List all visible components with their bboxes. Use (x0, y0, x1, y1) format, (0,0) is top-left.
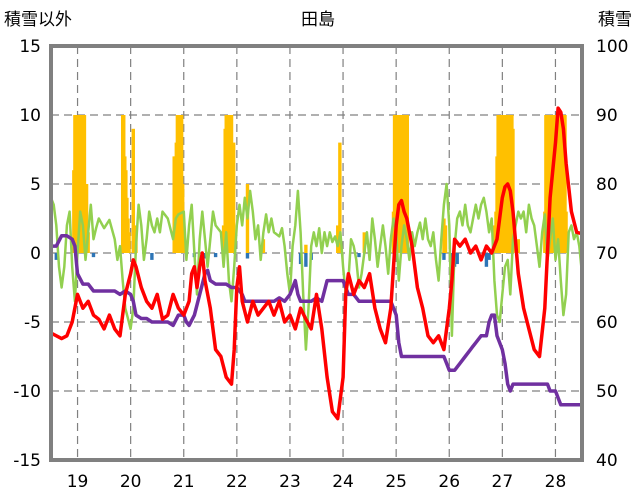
precip_bar-bar-45 (304, 244, 308, 253)
sunshine_bar-bar-16 (487, 253, 491, 260)
x-tick-24: 24 (332, 472, 354, 492)
precip_bar-bar-21 (131, 128, 136, 253)
right-tick-80: 80 (596, 175, 618, 195)
precip_bar-bar-20 (127, 232, 131, 253)
precip_bar-bar-31 (180, 184, 185, 253)
right-tick-40: 40 (596, 451, 618, 471)
x-tick-22: 22 (226, 472, 248, 492)
right-tick-50: 50 (596, 382, 618, 402)
left-tick-10: 10 (19, 106, 41, 126)
precip_bar-bar-64 (443, 225, 448, 253)
right-tick-labels: 100 90 80 70 60 50 40 (596, 37, 628, 471)
right-tick-70: 70 (596, 244, 618, 264)
x-tick-23: 23 (279, 472, 301, 492)
left-tick-0: 0 (30, 244, 41, 264)
precip_bar-bar-44 (261, 239, 266, 253)
precip_bar-bar-47 (338, 142, 342, 253)
x-tick-21: 21 (173, 472, 195, 492)
sunshine_bar-bar-8 (304, 253, 308, 267)
left-tick-5: 5 (30, 175, 41, 195)
x-tick-19: 19 (67, 472, 89, 492)
precip_bar-bar-82 (511, 128, 515, 253)
plot-frame (49, 44, 584, 462)
sunshine_bar-bar-5 (213, 253, 218, 258)
left-tick-labels: 15 10 5 0 -5 -10 -15 (13, 37, 41, 471)
sunshine_bar-bar-11 (442, 253, 446, 260)
sunshine_bar-bar-10 (357, 253, 361, 258)
x-tick-20: 20 (120, 472, 142, 492)
right-tick-100: 100 (596, 37, 628, 57)
snow_depth-line (51, 234, 582, 407)
x-tick-25: 25 (385, 472, 407, 492)
right-tick-60: 60 (596, 313, 618, 333)
right-tick-90: 90 (596, 106, 618, 126)
precip_bar-bar-42 (231, 142, 236, 253)
y-axis-right-title: 積雪 (598, 10, 632, 30)
precip_bar-bar-12 (84, 184, 89, 253)
temperature-line (50, 106, 583, 421)
left-tick--10: -10 (13, 382, 41, 402)
x-tick-labels: 19 20 21 22 23 24 25 26 27 28 (67, 472, 567, 492)
humidity_like-line (49, 182, 584, 351)
left-tick--15: -15 (13, 451, 41, 471)
precip_bar-bar-62 (405, 115, 410, 253)
sunshine_bar-bar-1 (91, 253, 96, 258)
line-layer (49, 106, 584, 421)
precip_bar-bar-103 (563, 115, 567, 253)
chart-title: 田島 (301, 10, 335, 30)
x-tick-27: 27 (492, 472, 514, 492)
y-axis-left-title: 積雪以外 (4, 10, 72, 30)
precip_bar-bar-48 (362, 232, 366, 253)
precip_bar-bar-83 (516, 239, 520, 253)
left-tick--5: -5 (24, 313, 41, 333)
precip_bar-bar-46 (336, 225, 340, 253)
x-tick-26: 26 (438, 472, 460, 492)
sunshine_bar-bar-2 (150, 253, 154, 260)
sunshine_bar-bar-15 (484, 253, 489, 267)
x-tick-28: 28 (545, 472, 567, 492)
precip_bar-bar-104 (564, 211, 568, 253)
sunshine_bar-bar-0 (54, 253, 59, 260)
sunshine_bar-bar-14 (455, 253, 459, 265)
left-tick-15: 15 (19, 37, 41, 57)
sunshine_bar-bar-6 (245, 253, 250, 259)
sunshine_bar-bar-4 (203, 253, 207, 259)
